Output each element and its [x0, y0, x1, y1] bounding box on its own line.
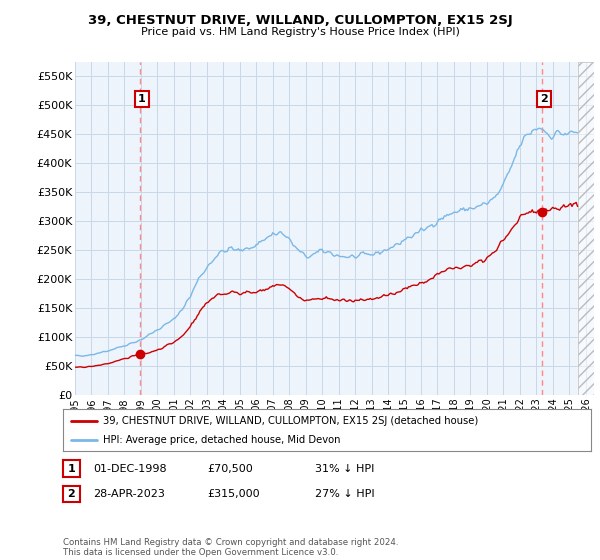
Text: 27% ↓ HPI: 27% ↓ HPI [315, 489, 374, 499]
Text: 31% ↓ HPI: 31% ↓ HPI [315, 464, 374, 474]
Text: £70,500: £70,500 [207, 464, 253, 474]
Text: HPI: Average price, detached house, Mid Devon: HPI: Average price, detached house, Mid … [103, 435, 340, 445]
Text: Contains HM Land Registry data © Crown copyright and database right 2024.
This d: Contains HM Land Registry data © Crown c… [63, 538, 398, 557]
Text: Price paid vs. HM Land Registry's House Price Index (HPI): Price paid vs. HM Land Registry's House … [140, 27, 460, 37]
Text: 39, CHESTNUT DRIVE, WILLAND, CULLOMPTON, EX15 2SJ (detached house): 39, CHESTNUT DRIVE, WILLAND, CULLOMPTON,… [103, 416, 478, 426]
Text: 1: 1 [138, 94, 146, 104]
Text: 39, CHESTNUT DRIVE, WILLAND, CULLOMPTON, EX15 2SJ: 39, CHESTNUT DRIVE, WILLAND, CULLOMPTON,… [88, 14, 512, 27]
Text: 01-DEC-1998: 01-DEC-1998 [93, 464, 167, 474]
Text: £315,000: £315,000 [207, 489, 260, 499]
Text: 2: 2 [540, 94, 548, 104]
Text: 28-APR-2023: 28-APR-2023 [93, 489, 165, 499]
Text: 2: 2 [68, 489, 75, 499]
Text: 1: 1 [68, 464, 75, 474]
